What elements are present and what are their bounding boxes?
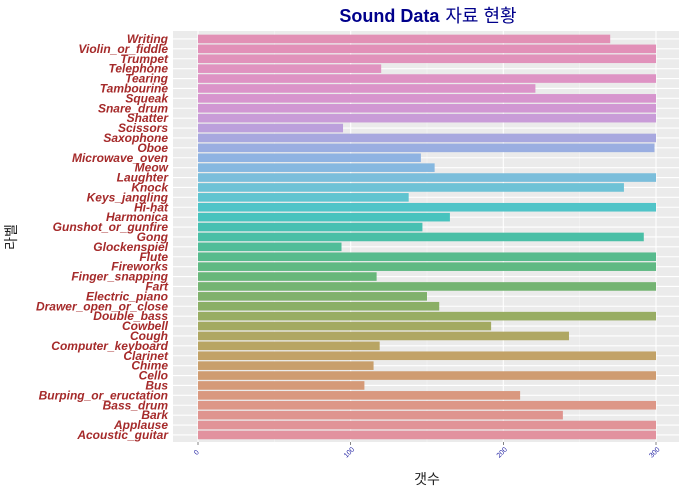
bar (198, 430, 656, 440)
bar (198, 301, 440, 311)
bar (198, 242, 342, 252)
bar (198, 113, 656, 123)
bar (198, 331, 569, 341)
bar (198, 202, 656, 212)
y-tick-label: Chime (131, 359, 168, 373)
y-tick-label: Snare_drum (98, 101, 168, 115)
y-tick-label: Writing (127, 32, 169, 46)
bar (198, 341, 380, 351)
y-tick-label: Fart (145, 279, 169, 293)
bar (198, 292, 427, 301)
bar (198, 94, 656, 103)
bar (198, 212, 450, 222)
bar (198, 133, 656, 143)
y-tick-label: Cowbell (122, 319, 169, 333)
bar (198, 371, 656, 380)
x-tick-labels: 0 100 200 300 (193, 442, 662, 460)
y-tick-label: Gong (137, 230, 169, 244)
bar (198, 44, 656, 54)
bar (198, 420, 656, 430)
chart-title-latin: Sound Data (339, 6, 440, 26)
bar (198, 193, 409, 202)
bar (198, 400, 656, 410)
bar (198, 153, 421, 163)
y-tick-label: Keys_jangling (87, 190, 169, 204)
bar (198, 64, 382, 73)
y-tick-label: Gunshot_or_gunfire (53, 220, 169, 234)
y-tick-label: Hi-hat (134, 200, 169, 214)
y-tick-label: Clarinet (123, 349, 169, 363)
y-tick-label: Acoustic_guitar (76, 428, 169, 442)
y-tick-label: Trumpet (120, 52, 169, 66)
y-tick-label: Bass_drum (103, 398, 169, 412)
y-tick-label: Glockenspiel (93, 240, 168, 254)
bar (198, 361, 374, 370)
y-tick-label: Violin_or_fiddle (78, 42, 168, 56)
bar (198, 84, 536, 93)
bar (198, 183, 624, 192)
bar (198, 282, 656, 291)
y-tick-label: Saxophone (103, 131, 168, 145)
y-tick-label: Electric_piano (86, 289, 168, 303)
y-tick-label: Oboe (137, 141, 168, 155)
x-tick-label: 300 (648, 446, 661, 459)
y-tick-label: Tearing (125, 72, 169, 86)
x-tick-label: 200 (496, 446, 509, 459)
y-tick-label: Double_bass (93, 309, 168, 323)
y-tick-label: Harmonica (106, 210, 168, 224)
y-tick-label: Flute (139, 250, 168, 264)
bar (198, 34, 611, 44)
y-tick-label: Tambourine (100, 81, 169, 95)
bar (198, 252, 656, 262)
bar (198, 232, 644, 242)
x-tick-label: 100 (343, 446, 356, 459)
y-tick-label: Telephone (108, 62, 168, 76)
y-tick-label: Laughter (117, 171, 170, 185)
y-tick-labels: WritingViolin_or_fiddleTrumpetTelephoneT… (36, 32, 169, 442)
bar (198, 321, 492, 331)
x-axis-label: 갯수 (414, 471, 440, 487)
y-tick-label: Bus (145, 378, 168, 392)
y-tick-label: Scissors (118, 121, 168, 135)
y-tick-label: Finger_snapping (71, 270, 168, 284)
y-tick-label: Drawer_open_or_close (36, 299, 168, 313)
chart-title: Sound Data 자료 현황 (339, 6, 516, 26)
y-tick-label: Computer_keyboard (51, 339, 168, 353)
bar (198, 173, 656, 182)
bar (198, 351, 656, 361)
bar (198, 123, 344, 133)
y-tick-label: Shatter (127, 111, 170, 125)
bars (198, 34, 656, 440)
y-axis-label: 라벨 (3, 224, 19, 250)
y-tick-label: Fireworks (111, 260, 168, 274)
bar (198, 103, 656, 113)
chart-title-korean: 자료 현황 (445, 6, 516, 26)
bar (198, 381, 365, 390)
y-tick-label: Bark (141, 408, 169, 422)
bar (198, 74, 656, 83)
bar (198, 143, 655, 153)
y-tick-label: Knock (131, 180, 169, 194)
bar (198, 222, 423, 232)
bar (198, 262, 656, 271)
bar (198, 311, 656, 321)
y-tick-label: Burping_or_eructation (39, 388, 168, 402)
bar (198, 410, 563, 420)
bar (198, 272, 377, 281)
y-tick-label: Cough (130, 329, 168, 343)
y-tick-label: Cello (139, 369, 168, 383)
y-tick-label: Squeak (125, 91, 169, 105)
bar (198, 391, 521, 400)
x-tick-label: 0 (193, 449, 201, 457)
y-tick-label: Microwave_oven (72, 151, 168, 165)
bar (198, 54, 656, 64)
bar (198, 163, 435, 172)
y-tick-label: Meow (135, 161, 169, 175)
y-tick-label: Applause (113, 418, 168, 432)
